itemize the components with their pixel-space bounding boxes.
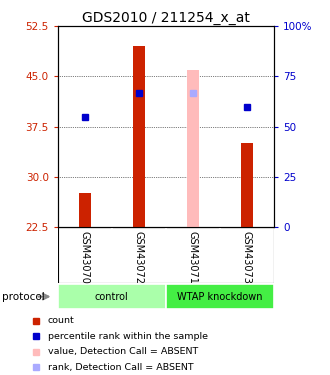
- Text: GSM43073: GSM43073: [242, 231, 252, 284]
- Text: control: control: [95, 292, 129, 302]
- Text: rank, Detection Call = ABSENT: rank, Detection Call = ABSENT: [48, 363, 193, 372]
- Text: WTAP knockdown: WTAP knockdown: [177, 292, 263, 302]
- Title: GDS2010 / 211254_x_at: GDS2010 / 211254_x_at: [82, 11, 250, 25]
- Text: count: count: [48, 316, 74, 326]
- Bar: [187, 70, 199, 227]
- Text: GSM43070: GSM43070: [80, 231, 90, 284]
- Bar: [133, 46, 145, 227]
- Text: percentile rank within the sample: percentile rank within the sample: [48, 332, 208, 341]
- Text: GSM43071: GSM43071: [188, 231, 198, 284]
- Text: value, Detection Call = ABSENT: value, Detection Call = ABSENT: [48, 347, 198, 356]
- Bar: [166, 284, 274, 309]
- Bar: [58, 284, 166, 309]
- Bar: [79, 194, 91, 227]
- Text: GSM43072: GSM43072: [134, 231, 144, 284]
- Bar: [241, 143, 253, 227]
- Text: protocol: protocol: [2, 292, 45, 302]
